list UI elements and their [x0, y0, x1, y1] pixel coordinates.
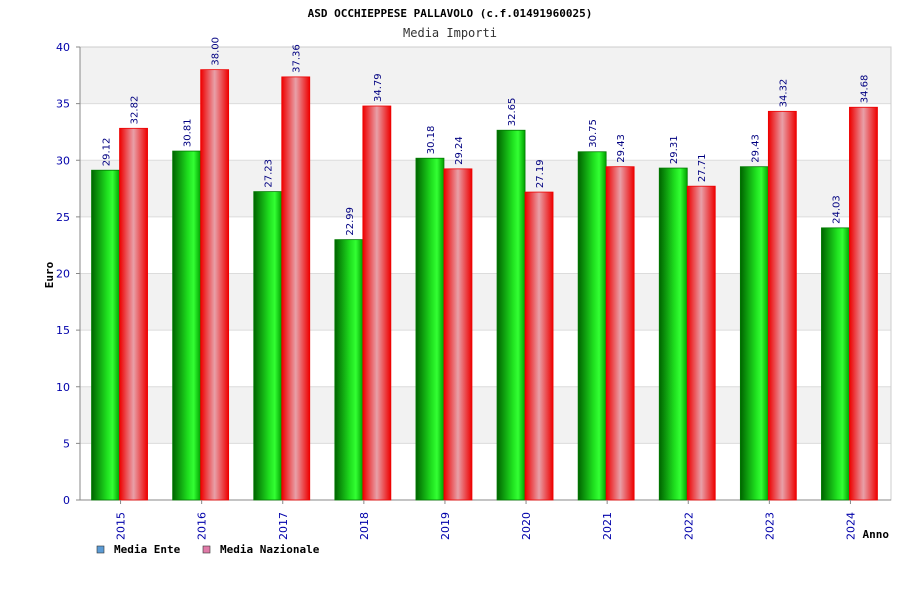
value-label: 29.43	[750, 134, 761, 163]
x-tick-label: 2020	[520, 512, 533, 540]
value-label: 27.23	[264, 159, 275, 188]
x-axis-label: Anno	[863, 528, 890, 541]
x-tick-label: 2017	[277, 512, 290, 540]
value-label: 29.43	[616, 134, 627, 163]
y-tick-label: 5	[63, 437, 70, 450]
value-label: 29.12	[102, 138, 113, 167]
bar-nazionale	[686, 185, 716, 501]
x-tick-label: 2024	[844, 512, 857, 540]
y-tick-label: 30	[56, 154, 70, 167]
x-tick-label: 2021	[601, 512, 614, 540]
value-label: 22.99	[345, 207, 356, 236]
legend-swatch-ente	[96, 545, 105, 554]
legend-label-nazionale: Media Nazionale	[220, 543, 320, 556]
bar-ente	[658, 167, 688, 501]
bar-ente	[577, 151, 607, 501]
bar-nazionale	[524, 191, 554, 501]
x-tick-label: 2022	[682, 512, 695, 540]
y-tick-label: 40	[56, 41, 70, 54]
value-label: 34.32	[778, 79, 789, 108]
bar-ente	[91, 169, 120, 501]
bar-ente	[172, 150, 202, 501]
value-label: 30.75	[588, 119, 599, 148]
bar-nazionale	[281, 76, 311, 501]
bar-nazionale	[362, 105, 392, 501]
y-tick-label: 15	[56, 324, 70, 337]
bar-ente	[739, 166, 769, 501]
y-tick-label: 10	[56, 381, 70, 394]
value-label: 29.31	[669, 135, 680, 164]
bar-ente	[496, 129, 526, 501]
legend-swatch-nazionale	[202, 545, 211, 554]
bar-nazionale	[767, 110, 797, 501]
legend-label-ente: Media Ente	[114, 543, 181, 556]
bar-ente	[253, 191, 283, 501]
bar-ente	[415, 157, 445, 501]
value-label: 24.03	[831, 195, 842, 224]
value-label: 32.82	[130, 96, 141, 125]
value-label: 32.65	[507, 98, 518, 127]
chart-title: ASD OCCHIEPPESE PALLAVOLO (c.f.014919600…	[308, 7, 593, 20]
value-label: 34.68	[859, 75, 870, 104]
x-tick-label: 2016	[196, 512, 209, 540]
x-tick-label: 2018	[358, 512, 371, 540]
value-label: 27.19	[535, 159, 546, 188]
value-label: 30.81	[183, 118, 194, 147]
x-tick-label: 2023	[763, 512, 776, 540]
bar-nazionale	[849, 106, 878, 501]
x-tick-label: 2019	[439, 512, 452, 540]
value-label: 37.36	[292, 44, 303, 73]
y-tick-label: 0	[63, 494, 70, 507]
value-label: 29.24	[454, 136, 465, 165]
value-label: 27.71	[697, 154, 708, 183]
bar-nazionale	[119, 127, 148, 501]
legend: Media Ente Media Nazionale	[96, 543, 320, 556]
bar-ente	[821, 227, 850, 501]
bar-nazionale	[200, 69, 230, 501]
y-tick-label: 25	[56, 211, 70, 224]
bar-nazionale	[605, 166, 635, 501]
value-label: 30.18	[426, 126, 437, 155]
value-label: 34.79	[373, 73, 384, 102]
y-tick-label: 35	[56, 98, 70, 111]
bar-nazionale	[443, 168, 473, 501]
value-label: 38.00	[211, 37, 222, 66]
chart-subtitle: Media Importi	[403, 26, 497, 40]
y-tick-label: 20	[56, 268, 70, 281]
plot-area: 0 5 10 15 20 25 30 35 40 29.12 32.82 2015 30.81 38.00…	[56, 37, 892, 540]
bar-ente	[334, 239, 364, 501]
y-axis-label: Euro	[43, 261, 56, 288]
x-tick-label: 2015	[115, 512, 128, 540]
